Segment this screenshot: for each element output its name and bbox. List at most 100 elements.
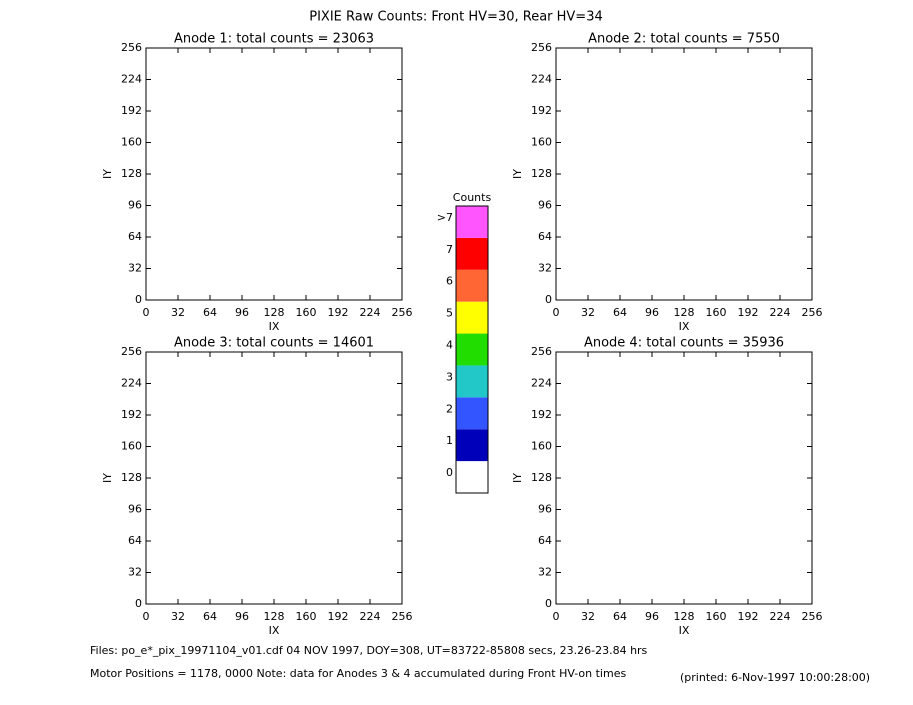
y-tick-label: 192 [531,104,552,117]
footer-files: Files: po_e*_pix_19971104_v01.cdf 04 NOV… [90,644,648,657]
colorbar-label: 5 [446,307,453,320]
x-tick-label: 0 [553,306,560,319]
y-tick-label: 64 [128,534,142,547]
x-tick-label: 192 [738,306,759,319]
y-tick-label: 192 [531,408,552,421]
x-tick-label: 0 [143,306,150,319]
y-tick-label: 256 [121,41,142,54]
x-tick-label: 96 [645,610,659,623]
x-tick-label: 160 [296,306,317,319]
x-tick-label: 0 [143,610,150,623]
y-tick-label: 32 [538,566,552,579]
y-tick-label: 64 [538,534,552,547]
x-tick-label: 192 [738,610,759,623]
colorbar-cell [456,301,488,334]
x-tick-label: 160 [706,306,727,319]
x-tick-label: 32 [581,610,595,623]
colorbar-cell [456,333,488,366]
x-axis-label: IX [269,320,280,333]
y-tick-label: 64 [128,230,142,243]
y-tick-label: 160 [121,136,142,149]
colorbar-label: 6 [446,275,453,288]
colorbar-cell [456,365,488,398]
x-tick-label: 160 [706,610,727,623]
y-tick-label: 96 [538,199,552,212]
figure-title: PIXIE Raw Counts: Front HV=30, Rear HV=3… [309,10,603,25]
colorbar-label: 3 [446,370,453,383]
colorbar-label: 4 [446,339,453,352]
plot-frame [145,47,403,301]
y-axis-label: IY [101,473,114,483]
x-tick-label: 192 [328,610,349,623]
x-axis-label: IX [679,320,690,333]
y-tick-label: 256 [121,345,142,358]
y-tick-label: 64 [538,230,552,243]
x-tick-label: 64 [613,610,627,623]
x-tick-label: 96 [645,306,659,319]
colorbar-cell [456,237,488,270]
y-tick-label: 192 [121,104,142,117]
y-tick-label: 128 [121,471,142,484]
x-tick-label: 96 [235,306,249,319]
y-tick-label: 256 [531,41,552,54]
plot-frame [555,47,813,301]
colorbar-title: Counts [453,191,492,204]
x-tick-label: 64 [203,610,217,623]
x-tick-label: 128 [264,610,285,623]
y-tick-label: 128 [121,167,142,180]
x-tick-label: 32 [171,610,185,623]
y-tick-label: 160 [531,440,552,453]
y-tick-label: 0 [545,597,552,610]
colorbar-frame [455,205,489,494]
y-tick-label: 160 [531,136,552,149]
plot-frame [555,351,813,605]
x-tick-label: 224 [360,610,381,623]
y-tick-label: 96 [128,199,142,212]
x-tick-label: 64 [203,306,217,319]
y-tick-label: 224 [121,377,142,390]
y-tick-label: 32 [538,262,552,275]
colorbar-label: 7 [446,243,453,256]
x-tick-label: 256 [392,610,413,623]
y-tick-label: 192 [121,408,142,421]
y-tick-label: 32 [128,262,142,275]
colorbar-label: >7 [437,211,453,224]
colorbar-cell [456,429,488,462]
colorbar-cell [456,397,488,430]
y-axis-label: IY [511,473,524,483]
x-tick-label: 128 [674,610,695,623]
y-tick-label: 160 [121,440,142,453]
y-axis-label: IY [511,169,524,179]
y-tick-label: 0 [135,597,142,610]
plot-frame [145,351,403,605]
x-axis-label: IX [679,624,690,637]
x-tick-label: 192 [328,306,349,319]
x-tick-label: 128 [674,306,695,319]
y-tick-label: 224 [121,73,142,86]
colorbar-label: 1 [446,434,453,447]
colorbar-label: 0 [446,466,453,479]
panel-title: Anode 4: total counts = 35936 [584,336,784,351]
panel-title: Anode 3: total counts = 14601 [174,336,374,351]
panel-title: Anode 2: total counts = 7550 [588,32,780,47]
y-tick-label: 128 [531,471,552,484]
y-tick-label: 128 [531,167,552,180]
x-tick-label: 32 [581,306,595,319]
y-tick-label: 256 [531,345,552,358]
colorbar-cell [456,269,488,302]
x-tick-label: 160 [296,610,317,623]
footer-motor: Motor Positions = 1178, 0000 Note: data … [90,667,626,680]
y-tick-label: 224 [531,73,552,86]
y-tick-label: 96 [538,503,552,516]
panel-title: Anode 1: total counts = 23063 [174,32,374,47]
colorbar-label: 2 [446,402,453,415]
y-axis-label: IY [101,169,114,179]
colorbar-cell [456,461,488,493]
x-tick-label: 64 [613,306,627,319]
x-tick-label: 256 [802,610,823,623]
x-tick-label: 0 [553,610,560,623]
x-tick-label: 32 [171,306,185,319]
y-tick-label: 0 [545,293,552,306]
x-tick-label: 96 [235,610,249,623]
